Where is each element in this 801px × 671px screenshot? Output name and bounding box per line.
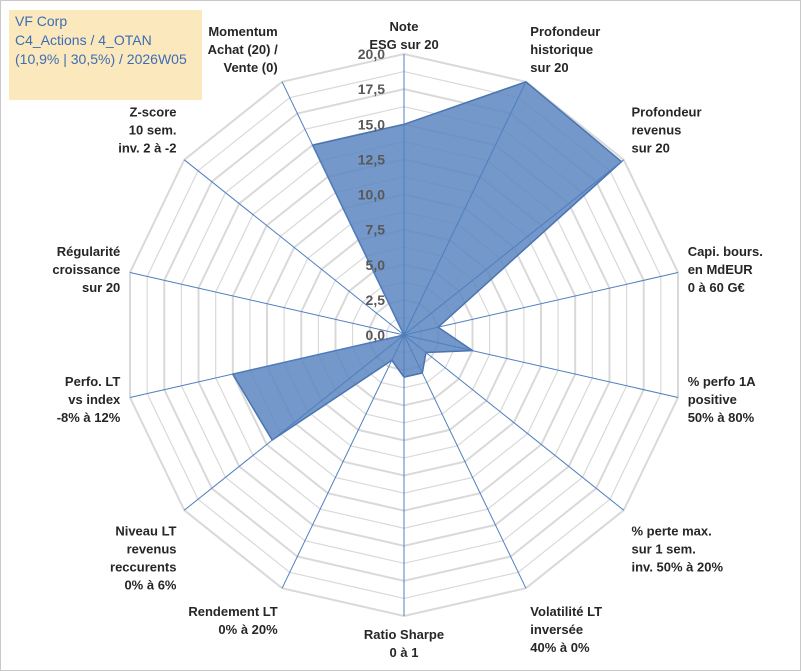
tick-label: 12,5 [358,151,385,167]
category-label-line: inv. 50% à 20% [632,559,724,574]
tick-label: 7,5 [366,222,386,238]
category-label-line: historique [530,42,593,57]
tick-label: 0,0 [366,327,386,343]
category-label-line: Volatilité LT [530,604,602,619]
category-label-line: croissance [52,262,120,277]
axis-spoke [403,272,679,336]
category-label-line: 50% à 80% [688,410,755,425]
chart-title-category: C4_Actions / 4_OTAN [15,32,152,48]
tick-label: 10,0 [358,187,385,203]
category-label: Volatilité LT inversée 40% à 0% [530,604,602,655]
category-label-line: inv. 2 à -2 [118,141,176,156]
category-label-line: sur 20 [82,280,120,295]
category-label-line: % perfo 1A [688,374,757,389]
axis-spoke [403,159,625,336]
axis-spoke [183,334,405,511]
category-label-line: Niveau LT [115,523,176,538]
category-label-line: Perfo. LT [65,374,120,389]
axis-spoke [129,334,405,398]
category-label: Z-score 10 sem. inv. 2 à -2 [118,105,176,156]
category-label-line: Momentum [208,24,277,39]
category-label: Profondeur historique sur 20 [530,24,600,75]
category-label-line: sur 20 [530,60,568,75]
chart-title-stats: (10,9% | 30,5%) / 2026W05 [15,51,187,67]
category-label-line: % perte max. [632,523,712,538]
category-label-line: revenus [632,123,682,138]
category-label-line: 0 à 60 G€ [688,280,745,295]
category-label-line: Régularité [57,244,121,259]
category-label: Régularité croissance sur 20 [52,244,120,295]
axis-spoke [281,334,405,589]
category-label-line: Note [390,19,419,34]
category-label-line: vs index [68,392,121,407]
tick-label: 20,0 [358,46,385,62]
category-label-line: 40% à 0% [530,640,590,655]
category-label-line: Rendement LT [188,604,277,619]
category-label: % perfo 1A positive 50% à 80% [688,374,757,425]
axis-spoke [403,334,625,511]
category-label-line: sur 20 [632,141,670,156]
tick-label: 2,5 [366,292,386,308]
tick-label: 15,0 [358,116,385,132]
axis-spoke [403,334,679,398]
category-label: Capi. bours. en MdEUR 0 à 60 G€ [688,244,763,295]
category-label: Rendement LT 0% à 20% [188,604,278,637]
category-label: Note ESG sur 20 [369,19,438,52]
chart-title-box: VF Corp C4_Actions / 4_OTAN (10,9% | 30,… [9,10,202,100]
axis-spoke [403,334,527,589]
tick-label: 17,5 [358,81,385,97]
category-label-line: ESG sur 20 [369,37,438,52]
category-label: Momentum Achat (20) / Vente (0) [208,24,278,75]
series-area [231,80,623,442]
category-label-line: 10 sem. [129,123,177,138]
category-label-line: Ratio Sharpe [364,627,444,642]
category-label-line: 0% à 20% [218,622,278,637]
category-label-line: Achat (20) / [208,42,278,57]
category-label-line: -8% à 12% [57,410,121,425]
category-label-line: positive [688,392,737,407]
category-label-line: 0 à 1 [390,645,419,660]
chart-title-company: VF Corp [15,13,68,29]
category-label-line: revenus [127,541,177,556]
category-label: Profondeur revenus sur 20 [632,105,702,156]
axis-spoke [129,272,405,336]
axis-spoke [403,81,527,336]
category-label-line: Vente (0) [224,60,278,75]
category-label-line: sur 1 sem. [632,541,696,556]
axis-spoke [281,81,405,336]
tick-label: 5,0 [366,257,386,273]
category-label: Perfo. LT vs index -8% à 12% [57,374,121,425]
category-label: % perte max. sur 1 sem. inv. 50% à 20% [632,523,724,574]
category-label-line: Z-score [130,105,177,120]
category-label-line: Profondeur [632,105,702,120]
category-label-line: en MdEUR [688,262,754,277]
category-label: Niveau LT revenus reccurents 0% à 6% [110,523,177,592]
axis-spoke [183,159,405,336]
category-label-line: 0% à 6% [124,577,176,592]
category-label-line: inversée [530,622,583,637]
category-label-line: reccurents [110,559,176,574]
category-label-line: Profondeur [530,24,600,39]
category-label: Ratio Sharpe 0 à 1 [364,627,444,660]
category-label-line: Capi. bours. [688,244,763,259]
